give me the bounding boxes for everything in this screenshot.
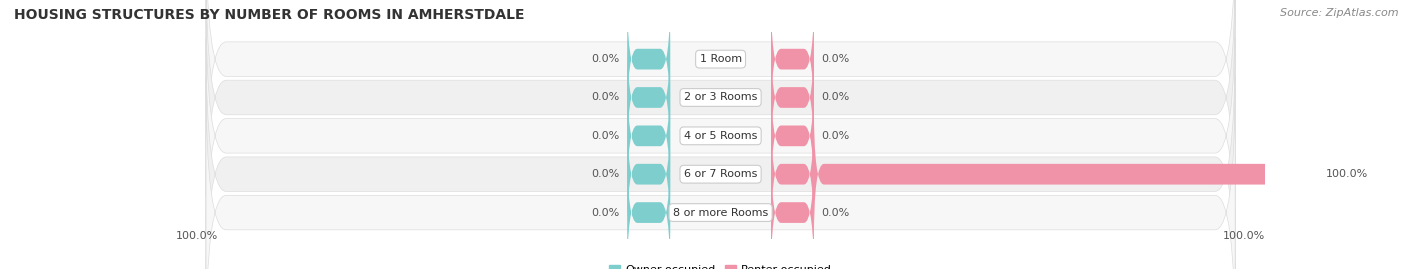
Text: HOUSING STRUCTURES BY NUMBER OF ROOMS IN AMHERSTDALE: HOUSING STRUCTURES BY NUMBER OF ROOMS IN… — [14, 8, 524, 22]
FancyBboxPatch shape — [207, 76, 1234, 269]
FancyBboxPatch shape — [770, 31, 814, 164]
FancyBboxPatch shape — [770, 108, 814, 240]
Text: Source: ZipAtlas.com: Source: ZipAtlas.com — [1281, 8, 1399, 18]
FancyBboxPatch shape — [770, 0, 814, 126]
Text: 0.0%: 0.0% — [821, 131, 849, 141]
FancyBboxPatch shape — [627, 31, 671, 164]
Text: 0.0%: 0.0% — [821, 93, 849, 102]
Text: 0.0%: 0.0% — [821, 208, 849, 218]
FancyBboxPatch shape — [207, 0, 1234, 269]
FancyBboxPatch shape — [770, 146, 814, 269]
Text: 0.0%: 0.0% — [592, 54, 620, 64]
FancyBboxPatch shape — [207, 0, 1234, 234]
FancyBboxPatch shape — [770, 69, 814, 202]
Text: 0.0%: 0.0% — [592, 93, 620, 102]
Text: 4 or 5 Rooms: 4 or 5 Rooms — [683, 131, 758, 141]
Text: 2 or 3 Rooms: 2 or 3 Rooms — [683, 93, 758, 102]
FancyBboxPatch shape — [627, 108, 671, 240]
Text: 0.0%: 0.0% — [592, 131, 620, 141]
Text: 100.0%: 100.0% — [1326, 169, 1368, 179]
FancyBboxPatch shape — [627, 69, 671, 202]
Text: 0.0%: 0.0% — [592, 208, 620, 218]
Legend: Owner-occupied, Renter-occupied: Owner-occupied, Renter-occupied — [605, 260, 837, 269]
Text: 0.0%: 0.0% — [592, 169, 620, 179]
FancyBboxPatch shape — [627, 146, 671, 269]
FancyBboxPatch shape — [207, 38, 1234, 269]
FancyBboxPatch shape — [627, 0, 671, 126]
FancyBboxPatch shape — [207, 0, 1234, 195]
Text: 8 or more Rooms: 8 or more Rooms — [673, 208, 768, 218]
Text: 6 or 7 Rooms: 6 or 7 Rooms — [683, 169, 758, 179]
Text: 100.0%: 100.0% — [176, 231, 218, 241]
Text: 1 Room: 1 Room — [700, 54, 741, 64]
FancyBboxPatch shape — [814, 108, 1319, 240]
Text: 0.0%: 0.0% — [821, 54, 849, 64]
Text: 100.0%: 100.0% — [1223, 231, 1265, 241]
